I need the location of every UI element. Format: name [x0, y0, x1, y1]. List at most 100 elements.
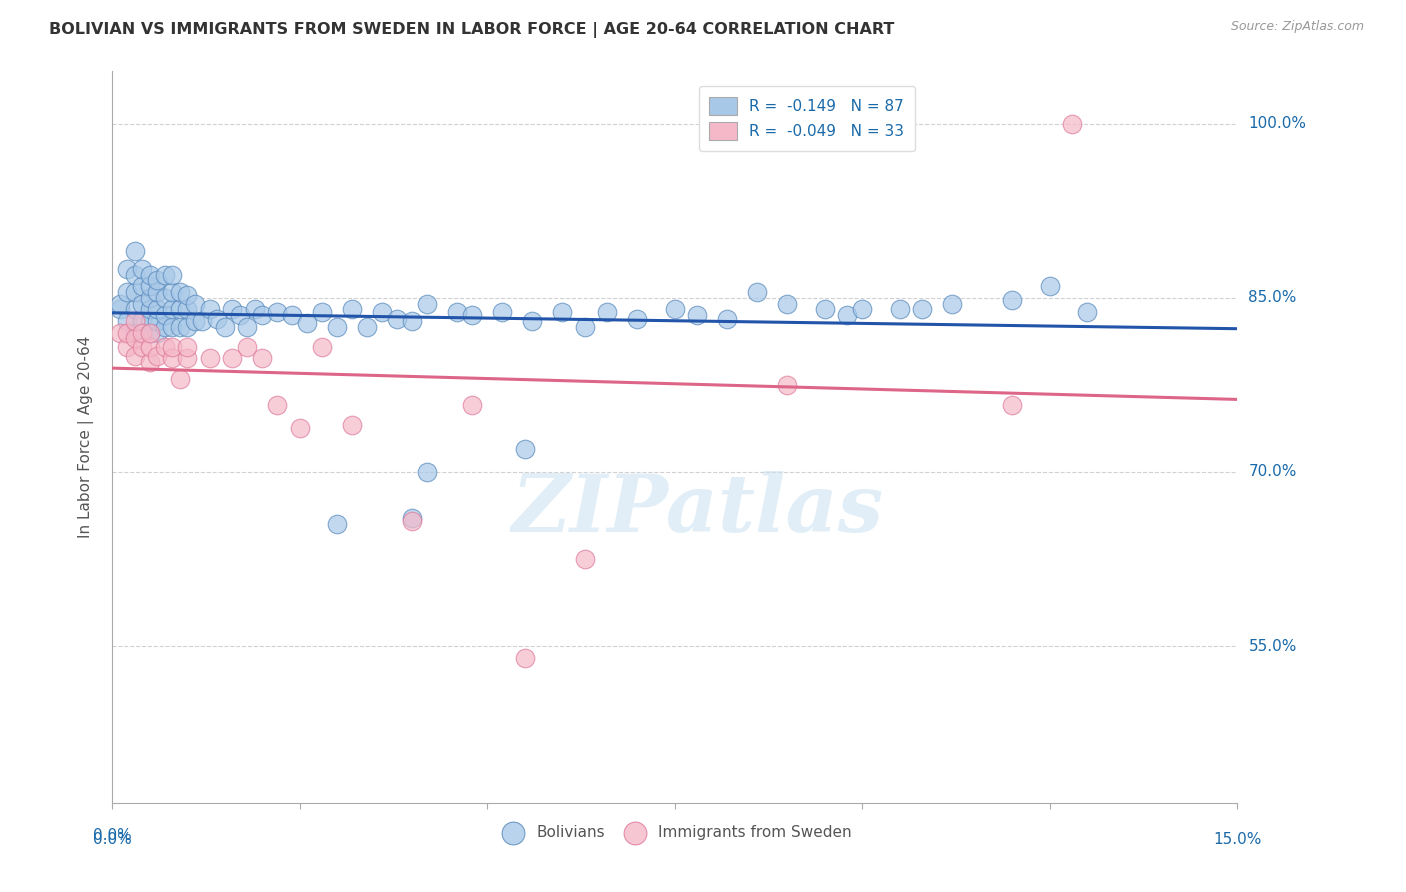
Point — [162, 351, 184, 365]
Point — [522, 314, 544, 328]
Point — [342, 302, 364, 317]
Point — [124, 268, 146, 282]
Point — [117, 339, 139, 353]
Point — [1001, 293, 1024, 307]
Point — [214, 319, 236, 334]
Point — [176, 288, 198, 302]
Point — [153, 339, 176, 353]
Point — [117, 285, 139, 299]
Point — [139, 268, 162, 282]
Point — [162, 268, 184, 282]
Point — [139, 326, 162, 340]
Point — [686, 308, 709, 322]
Point — [401, 514, 423, 528]
Point — [176, 319, 198, 334]
Point — [288, 421, 311, 435]
Point — [131, 339, 153, 353]
Point — [124, 244, 146, 259]
Text: 15.0%: 15.0% — [1213, 832, 1261, 847]
Point — [326, 319, 349, 334]
Point — [664, 302, 686, 317]
Point — [117, 326, 139, 340]
Point — [198, 351, 221, 365]
Point — [461, 308, 484, 322]
Point — [326, 517, 349, 532]
Point — [139, 339, 162, 353]
Y-axis label: In Labor Force | Age 20-64: In Labor Force | Age 20-64 — [77, 336, 94, 538]
Point — [1039, 279, 1062, 293]
Point — [124, 326, 146, 340]
Text: Source: ZipAtlas.com: Source: ZipAtlas.com — [1230, 20, 1364, 33]
Point — [146, 349, 169, 363]
Point — [146, 273, 169, 287]
Point — [139, 291, 162, 305]
Text: 85.0%: 85.0% — [1249, 290, 1296, 305]
Point — [221, 351, 243, 365]
Point — [139, 314, 162, 328]
Text: 0.0%: 0.0% — [93, 828, 132, 843]
Point — [124, 349, 146, 363]
Point — [941, 296, 963, 310]
Point — [252, 351, 274, 365]
Point — [139, 326, 162, 340]
Point — [153, 291, 176, 305]
Point — [162, 285, 184, 299]
Point — [837, 308, 859, 322]
Point — [716, 311, 738, 326]
Point — [221, 302, 243, 317]
Point — [266, 398, 288, 412]
Point — [139, 279, 162, 293]
Point — [131, 296, 153, 310]
Point — [776, 296, 799, 310]
Text: 70.0%: 70.0% — [1249, 465, 1296, 479]
Point — [574, 319, 596, 334]
Point — [146, 302, 169, 317]
Point — [814, 302, 837, 317]
Point — [139, 354, 162, 368]
Point — [169, 285, 191, 299]
Point — [131, 326, 153, 340]
Point — [281, 308, 304, 322]
Point — [169, 302, 191, 317]
Point — [297, 316, 319, 330]
Text: BOLIVIAN VS IMMIGRANTS FROM SWEDEN IN LABOR FORCE | AGE 20-64 CORRELATION CHART: BOLIVIAN VS IMMIGRANTS FROM SWEDEN IN LA… — [49, 22, 894, 38]
Point — [1076, 304, 1098, 318]
Legend: Bolivians, Immigrants from Sweden: Bolivians, Immigrants from Sweden — [492, 819, 858, 847]
Point — [162, 302, 184, 317]
Point — [229, 308, 252, 322]
Point — [169, 319, 191, 334]
Point — [153, 268, 176, 282]
Point — [184, 314, 207, 328]
Point — [416, 465, 439, 479]
Point — [747, 285, 769, 299]
Point — [146, 285, 169, 299]
Point — [851, 302, 873, 317]
Point — [371, 304, 394, 318]
Point — [491, 304, 513, 318]
Point — [131, 261, 153, 276]
Point — [387, 311, 409, 326]
Point — [191, 314, 214, 328]
Text: ZIPatlas: ZIPatlas — [512, 472, 883, 549]
Point — [1001, 398, 1024, 412]
Point — [551, 304, 574, 318]
Point — [176, 302, 198, 317]
Point — [446, 304, 468, 318]
Point — [108, 296, 131, 310]
Point — [416, 296, 439, 310]
Point — [108, 326, 131, 340]
Point — [162, 339, 184, 353]
Text: 55.0%: 55.0% — [1249, 639, 1296, 654]
Point — [131, 314, 153, 328]
Text: 100.0%: 100.0% — [1249, 116, 1306, 131]
Point — [236, 339, 259, 353]
Point — [596, 304, 619, 318]
Point — [124, 314, 146, 328]
Point — [169, 372, 191, 386]
Point — [117, 314, 139, 328]
Point — [889, 302, 911, 317]
Point — [356, 319, 378, 334]
Point — [342, 418, 364, 433]
Text: 0.0%: 0.0% — [93, 832, 132, 847]
Point — [461, 398, 484, 412]
